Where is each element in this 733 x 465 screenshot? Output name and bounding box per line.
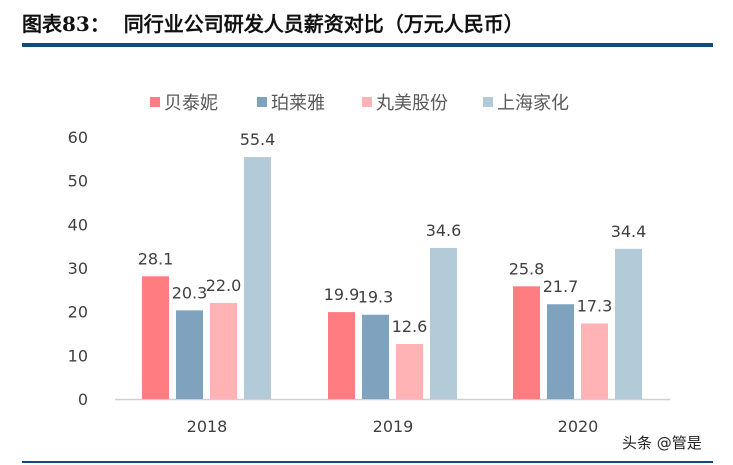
bar [547, 304, 574, 399]
x-tick-label: 2019 [373, 417, 414, 436]
y-tick-label: 10 [68, 346, 88, 365]
data-label: 28.1 [138, 249, 174, 268]
data-label: 12.6 [392, 317, 428, 336]
bar [430, 247, 457, 399]
y-tick-label: 50 [68, 172, 88, 191]
legend-label: 上海家化 [497, 93, 569, 114]
y-tick-label: 20 [68, 303, 88, 322]
watermark: 头条 @管是 [622, 434, 702, 452]
bar [244, 157, 271, 399]
legend-swatch [150, 97, 160, 107]
bar [396, 343, 423, 399]
figure-title: 同行业公司研发人员薪资对比（万元人民币） [123, 12, 524, 36]
legend-swatch [483, 97, 493, 107]
chart-title: 图表83： 同行业公司研发人员薪资对比（万元人民币） [22, 8, 524, 37]
bar [142, 276, 169, 399]
x-tick-label: 2020 [558, 417, 599, 436]
legend-label: 丸美股份 [376, 93, 448, 114]
bar [615, 248, 642, 399]
bar [362, 314, 389, 399]
data-label: 19.3 [358, 288, 394, 307]
x-tick-label: 2018 [187, 417, 228, 436]
title-rule [22, 43, 713, 47]
y-tick-label: 40 [68, 215, 88, 234]
data-label: 55.4 [240, 130, 276, 149]
data-label: 34.6 [426, 221, 462, 240]
data-label: 34.4 [611, 222, 647, 241]
legend-label: 珀莱雅 [271, 93, 325, 114]
bar [513, 286, 540, 399]
legend-label: 贝泰妮 [164, 93, 218, 114]
figure-label: 图表83： [22, 12, 110, 36]
legend-swatch [362, 97, 372, 107]
legend-swatch [257, 97, 267, 107]
y-tick-label: 60 [68, 128, 88, 147]
bar [328, 312, 355, 399]
data-label: 22.0 [206, 276, 242, 295]
bar [210, 302, 237, 399]
bottom-rule [22, 461, 713, 463]
bar [176, 310, 203, 399]
y-tick-label: 30 [68, 259, 88, 278]
data-label: 19.9 [324, 285, 360, 304]
data-label: 25.8 [509, 259, 545, 278]
data-label: 17.3 [577, 296, 613, 315]
data-label: 21.7 [543, 277, 579, 296]
data-label: 20.3 [172, 283, 208, 302]
bar [581, 323, 608, 399]
y-tick-label: 0 [78, 390, 88, 409]
